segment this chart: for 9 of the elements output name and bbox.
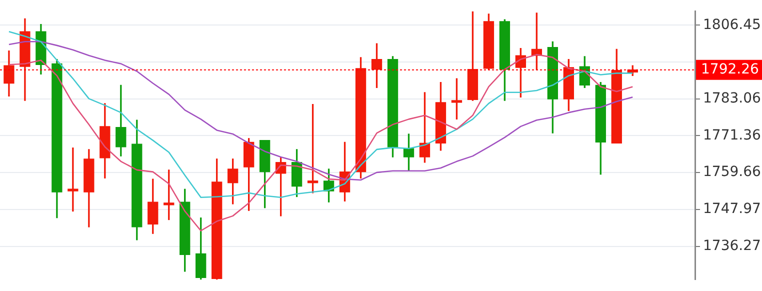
candlestick — [451, 78, 462, 120]
y-tick-label: 1747.97 — [703, 201, 761, 218]
ref-line-label: 1792.26 — [701, 61, 759, 78]
y-tick-label: 1783.06 — [703, 90, 761, 106]
y-tick-label: 1806.45 — [703, 16, 761, 33]
candlestick — [68, 148, 78, 212]
y-tick-label: 1771.36 — [703, 127, 761, 144]
y-tick-label: 1759.66 — [703, 164, 761, 180]
y-tick-label: 1736.27 — [703, 238, 761, 254]
